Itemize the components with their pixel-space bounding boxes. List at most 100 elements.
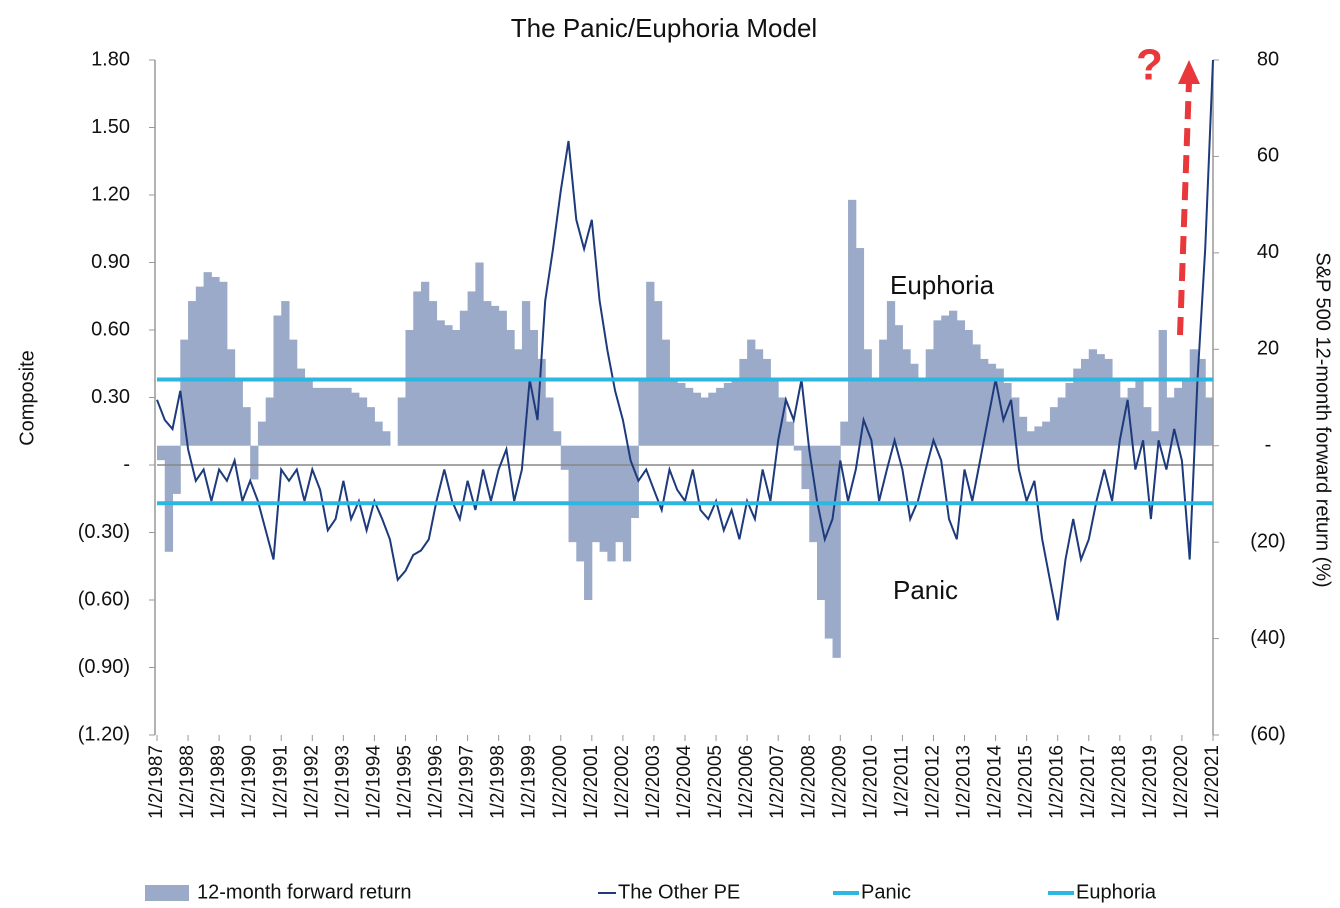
legend-item: Panic xyxy=(833,881,911,903)
bar xyxy=(972,344,981,446)
legend-item: Euphoria xyxy=(1048,881,1157,903)
bar xyxy=(242,407,251,446)
bar xyxy=(1034,426,1043,446)
legend-item: 12-month forward return xyxy=(145,881,412,903)
bar xyxy=(1081,358,1090,446)
bar xyxy=(863,349,872,446)
bar xyxy=(1166,397,1175,446)
bar xyxy=(335,387,344,446)
bar xyxy=(304,378,313,446)
bar xyxy=(832,445,841,658)
bar xyxy=(661,339,670,446)
y-axis-title: Composite xyxy=(16,350,38,446)
bar xyxy=(1127,387,1136,446)
x-tick-label: 1/2/2000 xyxy=(550,745,571,819)
bar xyxy=(1088,349,1098,446)
bar xyxy=(343,387,352,446)
bar xyxy=(1112,378,1121,446)
bar xyxy=(886,301,896,446)
x-tick-label: 1/2/1990 xyxy=(239,745,260,819)
legend-label: The Other PE xyxy=(618,881,740,903)
bar xyxy=(1073,368,1082,446)
bar xyxy=(1011,397,1020,446)
y-tick-label: 0.30 xyxy=(91,386,130,408)
bar xyxy=(980,358,989,446)
bar xyxy=(1135,378,1144,446)
x-tick-label: 1/2/2004 xyxy=(674,745,695,819)
bar xyxy=(1143,407,1152,446)
y-tick-label: (0.60) xyxy=(78,588,130,610)
bar xyxy=(1018,416,1028,446)
x-tick-label: 1/2/1987 xyxy=(146,745,167,819)
x-tick-label: 1/2/1989 xyxy=(208,745,229,819)
bar xyxy=(840,421,849,446)
x-tick-label: 1/2/2016 xyxy=(1047,745,1068,819)
bar xyxy=(366,407,375,446)
bar xyxy=(320,387,329,446)
y-tick-label: 1.20 xyxy=(91,183,130,205)
bar xyxy=(1003,383,1012,446)
bar xyxy=(537,358,546,446)
bar xyxy=(700,397,709,446)
bar xyxy=(467,291,476,446)
bar xyxy=(164,445,174,552)
bar xyxy=(871,378,880,446)
bar xyxy=(615,445,624,543)
bar xyxy=(894,325,903,446)
x-tick-label: 1/2/2003 xyxy=(643,745,664,819)
bar xyxy=(754,349,764,446)
bar xyxy=(824,445,834,639)
bar xyxy=(677,383,686,446)
bar xyxy=(995,368,1004,446)
bar xyxy=(157,445,166,461)
bar xyxy=(358,397,368,446)
x-tick-label: 1/2/1992 xyxy=(301,745,322,819)
bar xyxy=(250,445,259,480)
x-tick-label: 1/2/2009 xyxy=(829,745,850,819)
bar xyxy=(234,378,243,446)
bar xyxy=(933,320,942,446)
bar xyxy=(964,330,973,446)
bar xyxy=(1065,383,1074,446)
bar xyxy=(545,397,554,446)
x-tick-label: 1/2/2013 xyxy=(954,745,975,819)
bar xyxy=(444,325,453,446)
bar xyxy=(770,378,779,446)
bar xyxy=(560,445,570,470)
y-tick-label: (0.30) xyxy=(78,521,130,543)
x-tick-label: 1/2/2020 xyxy=(1171,745,1192,819)
y2-tick-label: (40) xyxy=(1250,627,1286,649)
bar xyxy=(599,445,608,552)
bar xyxy=(351,392,360,446)
bar xyxy=(987,363,997,446)
bar xyxy=(452,330,461,446)
bar xyxy=(490,305,500,446)
x-tick-label: 1/2/1998 xyxy=(488,745,509,819)
bar xyxy=(762,358,771,446)
x-tick-label: 1/2/2014 xyxy=(985,745,1006,819)
bar xyxy=(723,383,733,446)
bar xyxy=(421,281,430,446)
y-tick-label: 1.80 xyxy=(91,48,130,70)
bar xyxy=(925,349,934,446)
y2-tick-label: 40 xyxy=(1257,241,1279,263)
x-tick-label: 1/2/1999 xyxy=(519,745,540,819)
arrow-head xyxy=(1178,60,1200,84)
bar xyxy=(289,339,298,446)
bar xyxy=(568,445,577,543)
bar xyxy=(956,320,966,446)
x-tick-label: 1/2/1993 xyxy=(332,745,353,819)
x-tick-label: 1/2/2001 xyxy=(581,745,602,819)
annotation: ? xyxy=(1136,41,1163,90)
x-tick-label: 1/2/2006 xyxy=(736,745,757,819)
bar xyxy=(692,392,702,446)
bar xyxy=(591,445,601,543)
bar xyxy=(405,330,414,446)
bar xyxy=(708,392,717,446)
bar xyxy=(529,330,538,446)
bar xyxy=(257,421,267,446)
x-tick-label: 1/2/2007 xyxy=(767,745,788,819)
bar xyxy=(327,387,337,446)
bar xyxy=(172,445,181,494)
